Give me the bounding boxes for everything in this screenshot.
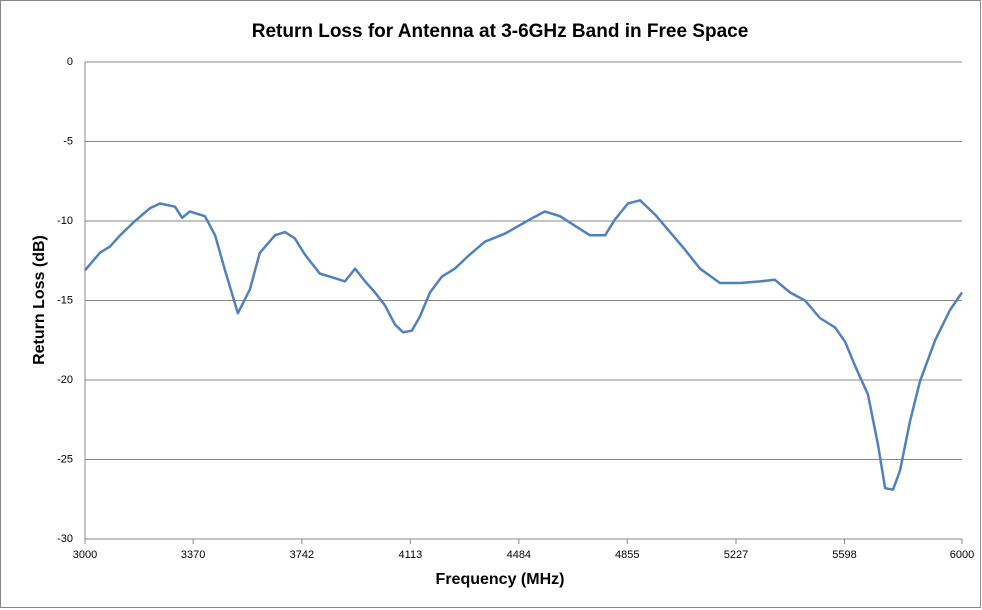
y-tick-label: -25	[57, 453, 73, 465]
y-axis-title: Return Loss (dB)	[31, 235, 48, 365]
y-tick-label: -10	[57, 215, 73, 227]
x-tick-label: 4484	[507, 549, 531, 561]
chart-title: Return Loss for Antenna at 3-6GHz Band i…	[252, 21, 749, 42]
y-tick-label: -5	[63, 135, 73, 147]
y-tick-label: 0	[67, 56, 73, 68]
x-tick-label: 4113	[399, 549, 423, 561]
x-tick-label: 5227	[724, 549, 748, 561]
y-tick-label: -20	[57, 374, 73, 386]
x-tick-label: 3370	[181, 549, 205, 561]
x-tick-label: 5598	[832, 549, 856, 561]
x-tick-label: 3742	[290, 549, 314, 561]
y-tick-label: -15	[57, 294, 73, 306]
x-axis-title: Frequency (MHz)	[436, 571, 565, 588]
x-tick-label: 3000	[73, 549, 97, 561]
x-tick-label: 4855	[615, 549, 639, 561]
y-tick-label: -30	[57, 533, 73, 545]
x-tick-label: 6000	[950, 549, 974, 561]
line-series	[84, 199, 964, 491]
